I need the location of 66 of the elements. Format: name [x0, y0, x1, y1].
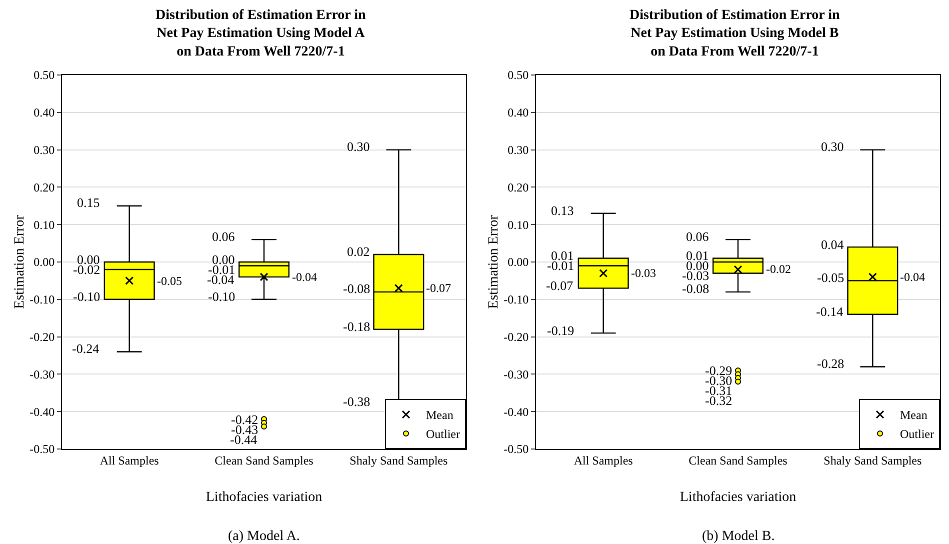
- annotation: 0.13: [551, 203, 574, 218]
- annotation: -0.10: [73, 289, 100, 304]
- y-tick-label: -0.50: [504, 442, 529, 456]
- annotation: -0.24: [72, 341, 100, 356]
- y-tick-label: -0.30: [504, 367, 529, 382]
- y-tick-label: 0.00: [508, 255, 529, 270]
- annotation: -0.08: [682, 281, 710, 296]
- y-tick-label: 0.20: [34, 180, 55, 194]
- annotation: -0.05: [157, 274, 182, 288]
- y-tick-label: 0.30: [508, 143, 529, 157]
- y-axis-title: Estimation Error: [486, 214, 502, 309]
- annotation: -0.14: [816, 304, 844, 319]
- annotation: -0.18: [343, 319, 370, 334]
- legend-label: Mean: [900, 408, 928, 422]
- annotation: -0.19: [547, 323, 574, 338]
- x-tick-label: Clean Sand Samples: [214, 453, 314, 468]
- chart-title: Distribution of Estimation Error in Net Pay Estimation Using Model B on Data From Well 7220/7-1: [630, 8, 840, 60]
- x-tick-label: Clean Sand Samples: [688, 453, 788, 468]
- chart-title: Distribution of Estimation Error in Net Pay Estimation Using Model A on Data From Well 7220/7-1: [156, 8, 366, 60]
- annotation: 0.06: [212, 229, 236, 244]
- y-tick-label: -0.40: [504, 404, 529, 419]
- annotation: -0.10: [208, 289, 236, 304]
- y-tick-label: 0.20: [508, 180, 529, 194]
- annotation: 0.06: [686, 229, 710, 244]
- annotation: -0.03: [631, 266, 656, 280]
- y-tick-label: -0.20: [30, 330, 55, 344]
- y-tick-label: -0.10: [30, 292, 55, 307]
- y-tick-label: -0.50: [30, 442, 55, 456]
- text: (a) Model A.: [228, 529, 300, 544]
- legend-label: Outlier: [900, 427, 934, 442]
- annotation: 0.30: [821, 139, 844, 154]
- y-axis-title: Estimation Error: [12, 214, 28, 309]
- y-tick-label: 0.00: [34, 255, 55, 270]
- annotation: -0.38: [343, 394, 370, 409]
- y-tick-label: 0.50: [508, 68, 529, 82]
- y-tick-label: -0.10: [504, 292, 529, 307]
- y-tick-label: 0.40: [508, 106, 529, 120]
- annotation: -0.07: [426, 281, 451, 295]
- y-tick-label: 0.10: [508, 218, 529, 232]
- annotation: 0.04: [821, 237, 844, 252]
- legend-label: Mean: [426, 408, 454, 422]
- annotation: -0.04: [292, 270, 317, 284]
- annotation: -0.02: [766, 262, 791, 276]
- y-tick-label: 0.10: [34, 218, 55, 232]
- x-tick-label: Shaly Sand Samples: [350, 453, 448, 468]
- y-tick-label: -0.40: [30, 404, 55, 419]
- x-tick-label: All Samples: [100, 453, 160, 468]
- annotation: 0.30: [347, 139, 370, 154]
- y-tick-label: 0.50: [34, 68, 55, 82]
- y-tick-label: -0.20: [504, 330, 529, 344]
- annotation: -0.07: [546, 278, 574, 293]
- annotation: -0.05: [817, 270, 844, 285]
- y-tick-label: -0.30: [30, 367, 55, 382]
- annotation: -0.28: [817, 356, 844, 371]
- x-tick-label: Shaly Sand Samples: [824, 453, 922, 468]
- annotation: 0.15: [77, 195, 100, 210]
- y-tick-label: 0.30: [34, 143, 55, 157]
- annotation: -0.04: [900, 270, 925, 284]
- text: (b) Model B.: [702, 529, 775, 544]
- legend-label: Outlier: [426, 427, 460, 442]
- y-tick-label: 0.40: [34, 106, 55, 120]
- x-tick-label: All Samples: [574, 453, 634, 468]
- x-axis-title: Lithofacies variation: [206, 490, 322, 505]
- annotation: -0.08: [343, 281, 370, 296]
- x-axis-title: Lithofacies variation: [680, 490, 796, 505]
- annotation: 0.02: [347, 244, 370, 259]
